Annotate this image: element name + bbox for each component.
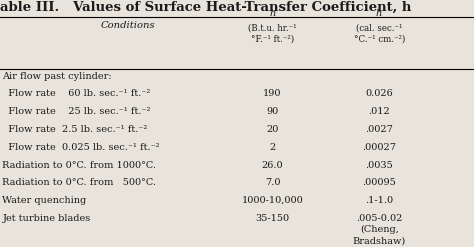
Text: Flow rate    60 lb. sec.⁻¹ ft.⁻²: Flow rate 60 lb. sec.⁻¹ ft.⁻² <box>2 89 151 98</box>
Text: 1000-10,000: 1000-10,000 <box>242 196 303 205</box>
Text: Radiation to 0°C. from 1000°C.: Radiation to 0°C. from 1000°C. <box>2 161 156 169</box>
Text: Flow rate  2.5 lb. sec.⁻¹ ft.⁻²: Flow rate 2.5 lb. sec.⁻¹ ft.⁻² <box>2 125 147 134</box>
Text: .0027: .0027 <box>365 125 393 134</box>
Text: Flow rate    25 lb. sec.⁻¹ ft.⁻²: Flow rate 25 lb. sec.⁻¹ ft.⁻² <box>2 107 151 116</box>
Text: (cal. sec.⁻¹
°C.⁻¹ cm.⁻²): (cal. sec.⁻¹ °C.⁻¹ cm.⁻²) <box>354 23 405 43</box>
Text: Conditions: Conditions <box>100 21 155 30</box>
Text: .0035: .0035 <box>365 161 393 169</box>
Text: 190: 190 <box>263 89 282 98</box>
Text: (B.t.u. hr.⁻¹
°F.⁻¹ ft.⁻²): (B.t.u. hr.⁻¹ °F.⁻¹ ft.⁻²) <box>248 23 297 43</box>
Text: 20: 20 <box>266 125 279 134</box>
Text: Radiation to 0°C. from   500°C.: Radiation to 0°C. from 500°C. <box>2 178 156 187</box>
Text: Jet turbine blades: Jet turbine blades <box>2 214 91 223</box>
Text: h: h <box>376 9 383 18</box>
Text: Water quenching: Water quenching <box>2 196 87 205</box>
Text: h: h <box>269 9 276 18</box>
Text: 0.026: 0.026 <box>365 89 393 98</box>
Text: .012: .012 <box>368 107 390 116</box>
Text: Flow rate  0.025 lb. sec.⁻¹ ft.⁻²: Flow rate 0.025 lb. sec.⁻¹ ft.⁻² <box>2 143 160 152</box>
Text: 90: 90 <box>266 107 279 116</box>
Text: .00027: .00027 <box>362 143 396 152</box>
Text: .1-1.0: .1-1.0 <box>365 196 393 205</box>
Text: able III.   Values of Surface Heat-Transfer Coefficient, h: able III. Values of Surface Heat-Transfe… <box>0 1 411 14</box>
Text: 26.0: 26.0 <box>262 161 283 169</box>
Text: .005-0.02
(Cheng,
Bradshaw): .005-0.02 (Cheng, Bradshaw) <box>353 214 406 245</box>
Text: Air flow past cylinder:: Air flow past cylinder: <box>2 72 112 81</box>
Text: 35-150: 35-150 <box>255 214 290 223</box>
Text: .00095: .00095 <box>362 178 396 187</box>
Text: 7.0: 7.0 <box>265 178 280 187</box>
Text: 2: 2 <box>269 143 276 152</box>
